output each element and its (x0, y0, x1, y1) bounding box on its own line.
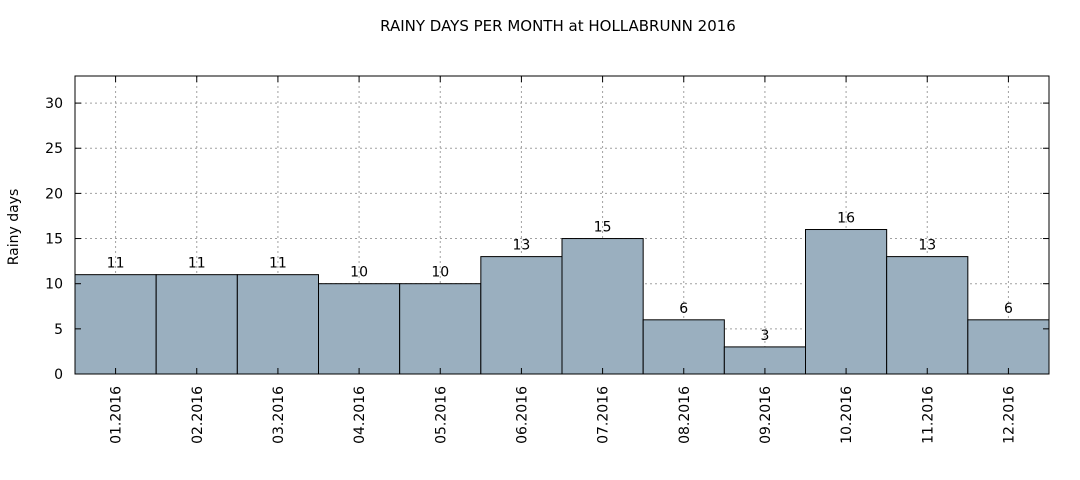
x-tick-label: 07.2016 (596, 386, 612, 444)
x-axis-ticks: 01.2016 02.2016 03.2016 04.2016 05.2016 06.20… (109, 76, 1017, 444)
bar-05.2016 (399, 283, 482, 375)
y-tick-label: 20 (45, 186, 63, 202)
bar-value-label: 11 (269, 256, 287, 272)
bar-03.2016 (236, 274, 319, 375)
y-tick-label: 5 (54, 322, 63, 338)
bar-value-label: 16 (837, 211, 855, 227)
bar-value-label: 6 (679, 301, 688, 317)
bar-12.2016 (967, 319, 1050, 375)
bar-value-label: 13 (918, 238, 936, 254)
bar-value-label: 13 (513, 238, 531, 254)
bar-value-label: 10 (431, 265, 449, 281)
y-tick-label: 30 (45, 96, 63, 112)
bar-01.2016 (74, 274, 157, 375)
bar-10.2016 (805, 229, 888, 375)
bar-06.2016 (480, 256, 563, 375)
y-tick-label: 15 (45, 232, 63, 248)
bar-value-label: 6 (1004, 301, 1013, 317)
bar-04.2016 (318, 283, 401, 375)
y-axis-label: Rainy days (6, 189, 22, 266)
x-tick-label: 02.2016 (190, 386, 206, 444)
x-tick-label: 04.2016 (352, 386, 368, 444)
x-tick-label: 10.2016 (839, 386, 855, 444)
x-tick-label: 05.2016 (433, 386, 449, 444)
x-tick-label: 01.2016 (109, 386, 125, 444)
plot-frame (74, 75, 1050, 375)
bar-value-label: 3 (760, 328, 769, 344)
bar-02.2016 (155, 274, 238, 375)
bar-11.2016 (886, 256, 969, 375)
x-tick-label: 12.2016 (1001, 386, 1017, 444)
bar-07.2016 (561, 238, 644, 375)
x-tick-label: 06.2016 (514, 386, 530, 444)
x-tick-label: 08.2016 (677, 386, 693, 444)
bar-value-label: 15 (594, 220, 612, 236)
y-tick-label: 25 (45, 141, 63, 157)
bar-08.2016 (642, 319, 725, 375)
y-axis-ticks: 0 5 10 15 20 25 30 (45, 96, 1049, 383)
x-tick-label: 09.2016 (758, 386, 774, 444)
bar-value-label: 10 (350, 265, 368, 281)
x-tick-label: 03.2016 (271, 386, 287, 444)
bar-value-label: 11 (188, 256, 206, 272)
bar-value-label: 11 (107, 256, 125, 272)
chart-title: RAINY DAYS PER MONTH at HOLLABRUNN 2016 (380, 17, 736, 35)
y-tick-label: 10 (45, 277, 63, 293)
y-tick-label: 0 (54, 367, 63, 383)
bar-value-labels: 11 11 11 10 10 13 15 6 3 16 13 6 (107, 211, 1013, 344)
x-tick-label: 11.2016 (920, 386, 936, 444)
bars (74, 229, 1050, 375)
